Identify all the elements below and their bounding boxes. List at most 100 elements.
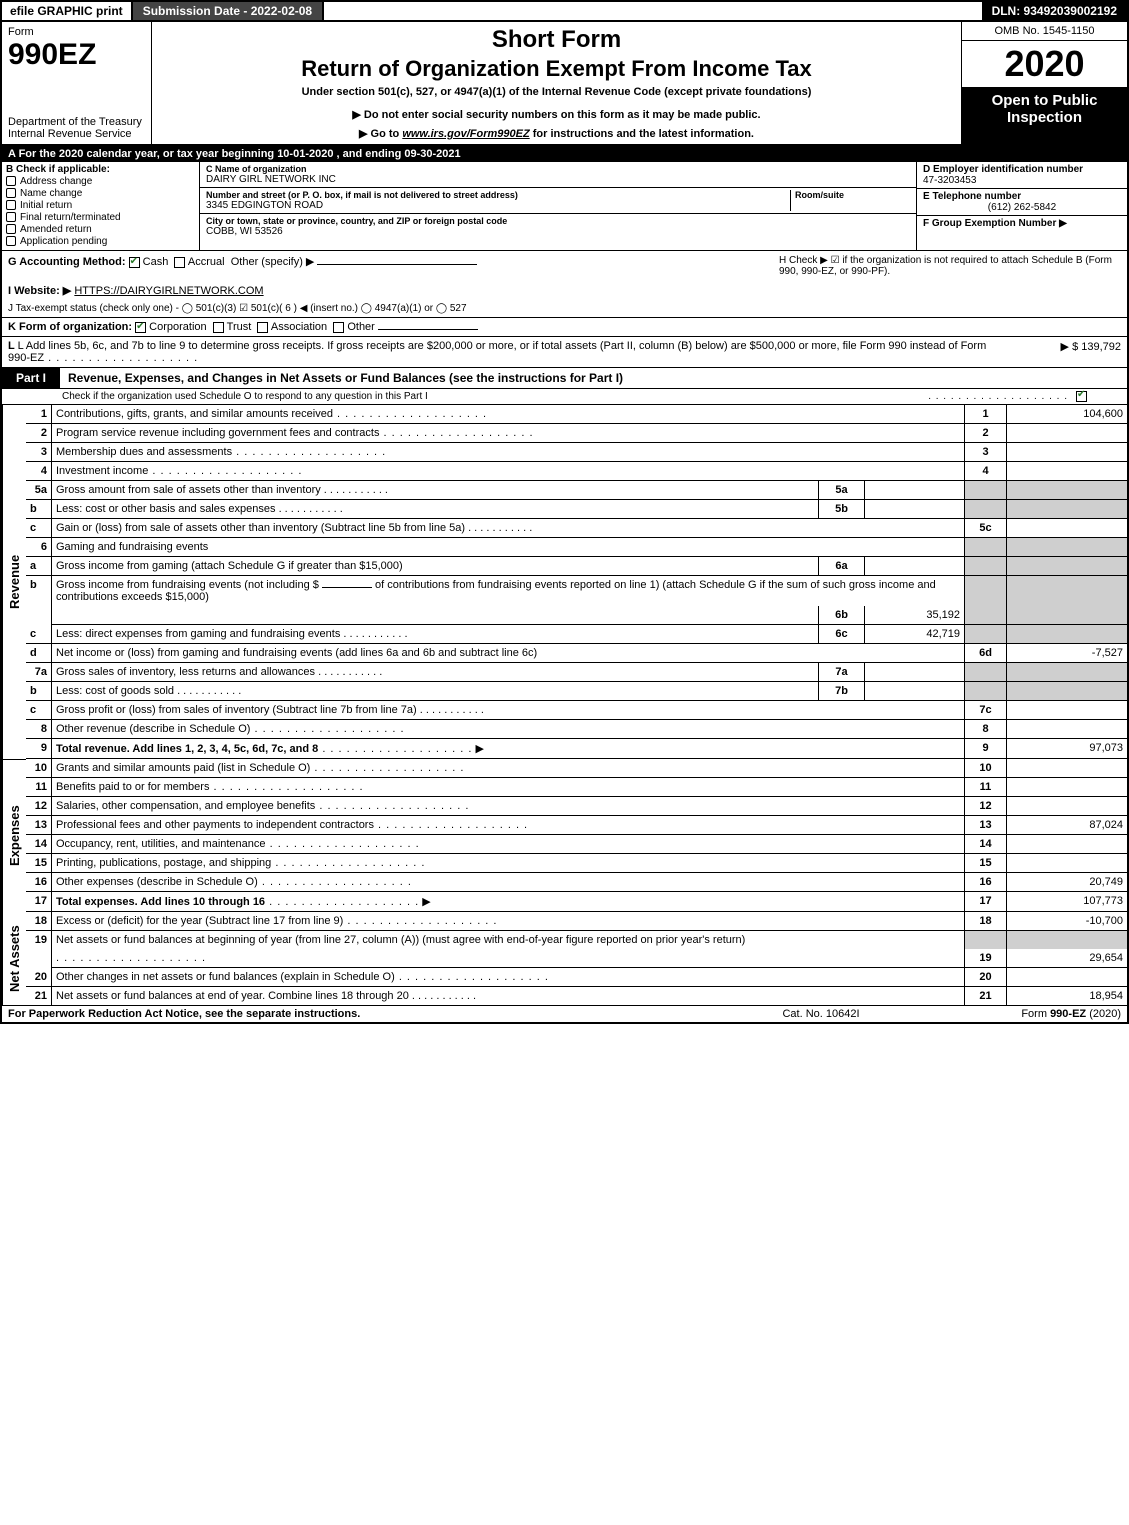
l18-t: Excess or (deficit) for the year (Subtra… bbox=[52, 912, 965, 931]
l1-ln: 1 bbox=[965, 404, 1007, 424]
l3-ln: 3 bbox=[965, 443, 1007, 462]
l5c-t: Gain or (loss) from sale of assets other… bbox=[52, 519, 965, 538]
l4-ln: 4 bbox=[965, 462, 1007, 481]
l12-ln: 12 bbox=[965, 797, 1007, 816]
check-accrual[interactable] bbox=[174, 257, 185, 268]
shade-6 bbox=[965, 538, 1007, 557]
l2-n: 2 bbox=[26, 424, 52, 443]
omb-number: OMB No. 1545-1150 bbox=[962, 22, 1127, 41]
shade-6c2 bbox=[1007, 625, 1127, 644]
l16-ln: 16 bbox=[965, 873, 1007, 892]
check-schedule-o[interactable] bbox=[1076, 391, 1087, 402]
l14-v bbox=[1007, 835, 1127, 854]
check-cash[interactable] bbox=[129, 257, 140, 268]
l7c-v bbox=[1007, 701, 1127, 720]
check-name-change[interactable]: Name change bbox=[6, 188, 195, 199]
l1-n: 1 bbox=[26, 404, 52, 424]
check-assoc[interactable] bbox=[257, 322, 268, 333]
org-name: DAIRY GIRL NETWORK INC bbox=[206, 174, 910, 185]
l8-n: 8 bbox=[26, 720, 52, 739]
l9-t: Total revenue. Add lines 1, 2, 3, 4, 5c,… bbox=[52, 739, 965, 759]
l5c-ln: 5c bbox=[965, 519, 1007, 538]
l20-v bbox=[1007, 968, 1127, 987]
l5a-box: 5a bbox=[819, 481, 865, 500]
l6c-t: Less: direct expenses from gaming and fu… bbox=[52, 625, 819, 644]
l6a-box: 6a bbox=[819, 557, 865, 576]
part1-header: Part I Revenue, Expenses, and Changes in… bbox=[0, 367, 1129, 389]
l18-v: -10,700 bbox=[1007, 912, 1127, 931]
l6d-n: d bbox=[26, 644, 52, 663]
l7b-n: b bbox=[26, 682, 52, 701]
l15-ln: 15 bbox=[965, 854, 1007, 873]
check-trust[interactable] bbox=[213, 322, 224, 333]
d-label: D Employer identification number bbox=[923, 164, 1121, 175]
goto-post: for instructions and the latest informat… bbox=[530, 128, 754, 140]
l6-n: 6 bbox=[26, 538, 52, 557]
shade-6b1 bbox=[965, 576, 1007, 606]
l1-v: 104,600 bbox=[1007, 404, 1127, 424]
l3-v bbox=[1007, 443, 1127, 462]
form-label: Form bbox=[8, 26, 145, 38]
l6a-n: a bbox=[26, 557, 52, 576]
goto-note: ▶ Go to www.irs.gov/Form990EZ for instru… bbox=[160, 127, 953, 140]
footer-left: For Paperwork Reduction Act Notice, see … bbox=[8, 1008, 721, 1020]
l19-sp bbox=[52, 949, 965, 968]
short-form-title: Short Form bbox=[160, 26, 953, 54]
other-line[interactable] bbox=[317, 264, 477, 265]
l20-t: Other changes in net assets or fund bala… bbox=[52, 968, 965, 987]
open-inspection: Open to Public Inspection bbox=[962, 88, 1127, 144]
l16-v: 20,749 bbox=[1007, 873, 1127, 892]
b-label: B Check if applicable: bbox=[6, 164, 195, 175]
l13-ln: 13 bbox=[965, 816, 1007, 835]
shade-6c bbox=[965, 625, 1007, 644]
l21-n: 21 bbox=[26, 987, 52, 1005]
l5b-t: Less: cost or other basis and sales expe… bbox=[52, 500, 819, 519]
l3-t: Membership dues and assessments bbox=[52, 443, 965, 462]
col-c: C Name of organization DAIRY GIRL NETWOR… bbox=[200, 162, 917, 250]
row-l: L L Add lines 5b, 6c, and 7b to line 9 t… bbox=[2, 336, 1127, 367]
l14-n: 14 bbox=[26, 835, 52, 854]
l5b-n: b bbox=[26, 500, 52, 519]
top-bar: efile GRAPHIC print Submission Date - 20… bbox=[0, 0, 1129, 22]
l5a-n: 5a bbox=[26, 481, 52, 500]
goto-link[interactable]: www.irs.gov/Form990EZ bbox=[402, 128, 529, 140]
e-label: E Telephone number bbox=[923, 191, 1121, 202]
footer-right: Form 990-EZ (2020) bbox=[921, 1008, 1121, 1020]
check-initial-return[interactable]: Initial return bbox=[6, 200, 195, 211]
line-a: A For the 2020 calendar year, or tax yea… bbox=[0, 146, 1129, 162]
phone: (612) 262-5842 bbox=[923, 202, 1121, 213]
l6b-n: b bbox=[26, 576, 52, 625]
check-corp[interactable] bbox=[135, 322, 146, 333]
suite-label: Room/suite bbox=[795, 190, 910, 200]
check-other[interactable] bbox=[333, 322, 344, 333]
l17-ln: 17 bbox=[965, 892, 1007, 912]
street: 3345 EDGINGTON ROAD bbox=[206, 200, 790, 211]
l4-v bbox=[1007, 462, 1127, 481]
l21-t: Net assets or fund balances at end of ye… bbox=[52, 987, 965, 1005]
part1-grid: Revenue 1 Contributions, gifts, grants, … bbox=[0, 404, 1129, 1005]
shade-6b2b bbox=[1007, 606, 1127, 625]
part1-subnote: Check if the organization used Schedule … bbox=[0, 389, 1129, 404]
check-address-change[interactable]: Address change bbox=[6, 176, 195, 187]
other-line-k[interactable] bbox=[378, 329, 478, 330]
check-final-return[interactable]: Final return/terminated bbox=[6, 212, 195, 223]
l9-n: 9 bbox=[26, 739, 52, 759]
l13-t: Professional fees and other payments to … bbox=[52, 816, 965, 835]
check-pending[interactable]: Application pending bbox=[6, 236, 195, 247]
l6c-bv: 42,719 bbox=[865, 625, 965, 644]
l2-ln: 2 bbox=[965, 424, 1007, 443]
l9-ln: 9 bbox=[965, 739, 1007, 759]
website[interactable]: HTTPS://DAIRYGIRLNETWORK.COM bbox=[74, 285, 263, 297]
l9-v: 97,073 bbox=[1007, 739, 1127, 759]
l8-ln: 8 bbox=[965, 720, 1007, 739]
efile-label[interactable]: efile GRAPHIC print bbox=[2, 2, 133, 20]
l7a-box: 7a bbox=[819, 663, 865, 682]
check-amended[interactable]: Amended return bbox=[6, 224, 195, 235]
col-def: D Employer identification number 47-3203… bbox=[917, 162, 1127, 250]
page-footer: For Paperwork Reduction Act Notice, see … bbox=[0, 1005, 1129, 1024]
header-right: OMB No. 1545-1150 2020 Open to Public In… bbox=[962, 22, 1127, 144]
contrib-blank[interactable] bbox=[322, 587, 372, 588]
k-label: K Form of organization: bbox=[8, 321, 132, 333]
row-gh: G Accounting Method: Cash Accrual Other … bbox=[2, 251, 1127, 281]
l6d-t: Net income or (loss) from gaming and fun… bbox=[52, 644, 965, 663]
